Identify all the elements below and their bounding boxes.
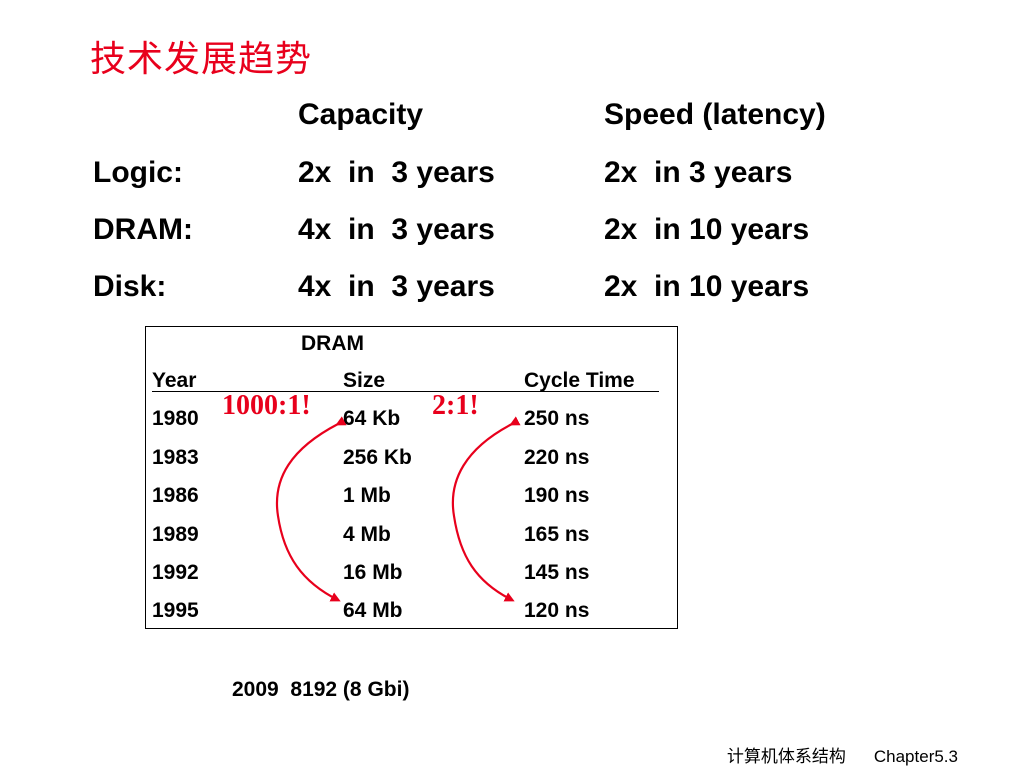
row-label-logic: Logic: [93,156,183,189]
dram-table-title: DRAM [301,332,364,355]
row-1983-year: 1983 [152,446,199,469]
row-1995-year: 1995 [152,599,199,622]
capacity-header: Capacity [298,98,424,131]
header-underline [152,391,659,392]
dram-history-table: DRAM Year Size Cycle Time 1980 64 Kb 250… [145,326,678,629]
row-1995-size: 64 Mb [343,599,403,622]
logic-speed: 2x in 3 years [604,156,793,189]
row-1992-cycle-time: 145 ns [524,561,590,584]
slide-footer: 计算机体系结构 Chapter5.3 [716,722,958,767]
footer-chapter: Chapter5.3 [873,747,958,766]
row-1989-cycle-time: 165 ns [524,523,590,546]
row-1992-year: 1992 [152,561,199,584]
disk-speed: 2x in 10 years [604,270,810,303]
dram-capacity: 4x in 3 years [298,213,495,246]
row-1989-year: 1989 [152,523,199,546]
dram-2009-note: 2009 8192 (8 Gbi) [232,678,410,701]
logic-capacity: 2x in 3 years [298,156,495,189]
row-1980-size: 64 Kb [343,407,401,430]
slide-title: 技术发展趋势 [90,39,313,80]
row-1983-size: 256 Kb [343,446,412,469]
row-1986-cycle-time: 190 ns [524,484,590,507]
column-header-year: Year [152,369,197,392]
row-1986-size: 1 Mb [343,484,391,507]
row-1995-cycle-time: 120 ns [524,599,590,622]
row-1980-year: 1980 [152,407,199,430]
row-1989-size: 4 Mb [343,523,391,546]
row-1986-year: 1986 [152,484,199,507]
row-label-disk: Disk: [93,270,167,303]
cycle-ratio-label: 2:1! [432,390,479,421]
row-1992-size: 16 Mb [343,561,403,584]
row-1980-cycle-time: 250 ns [524,407,590,430]
column-header-size: Size [343,369,386,392]
speed-header: Speed (latency) [604,98,826,131]
row-1983-cycle-time: 220 ns [524,446,590,469]
dram-speed: 2x in 10 years [604,213,810,246]
size-ratio-label: 1000:1! [222,390,311,421]
row-label-dram: DRAM: [93,213,193,246]
disk-capacity: 4x in 3 years [298,270,495,303]
footer-course: 计算机体系结构 [726,747,846,767]
column-header-cycle-time: Cycle Time [524,369,635,392]
